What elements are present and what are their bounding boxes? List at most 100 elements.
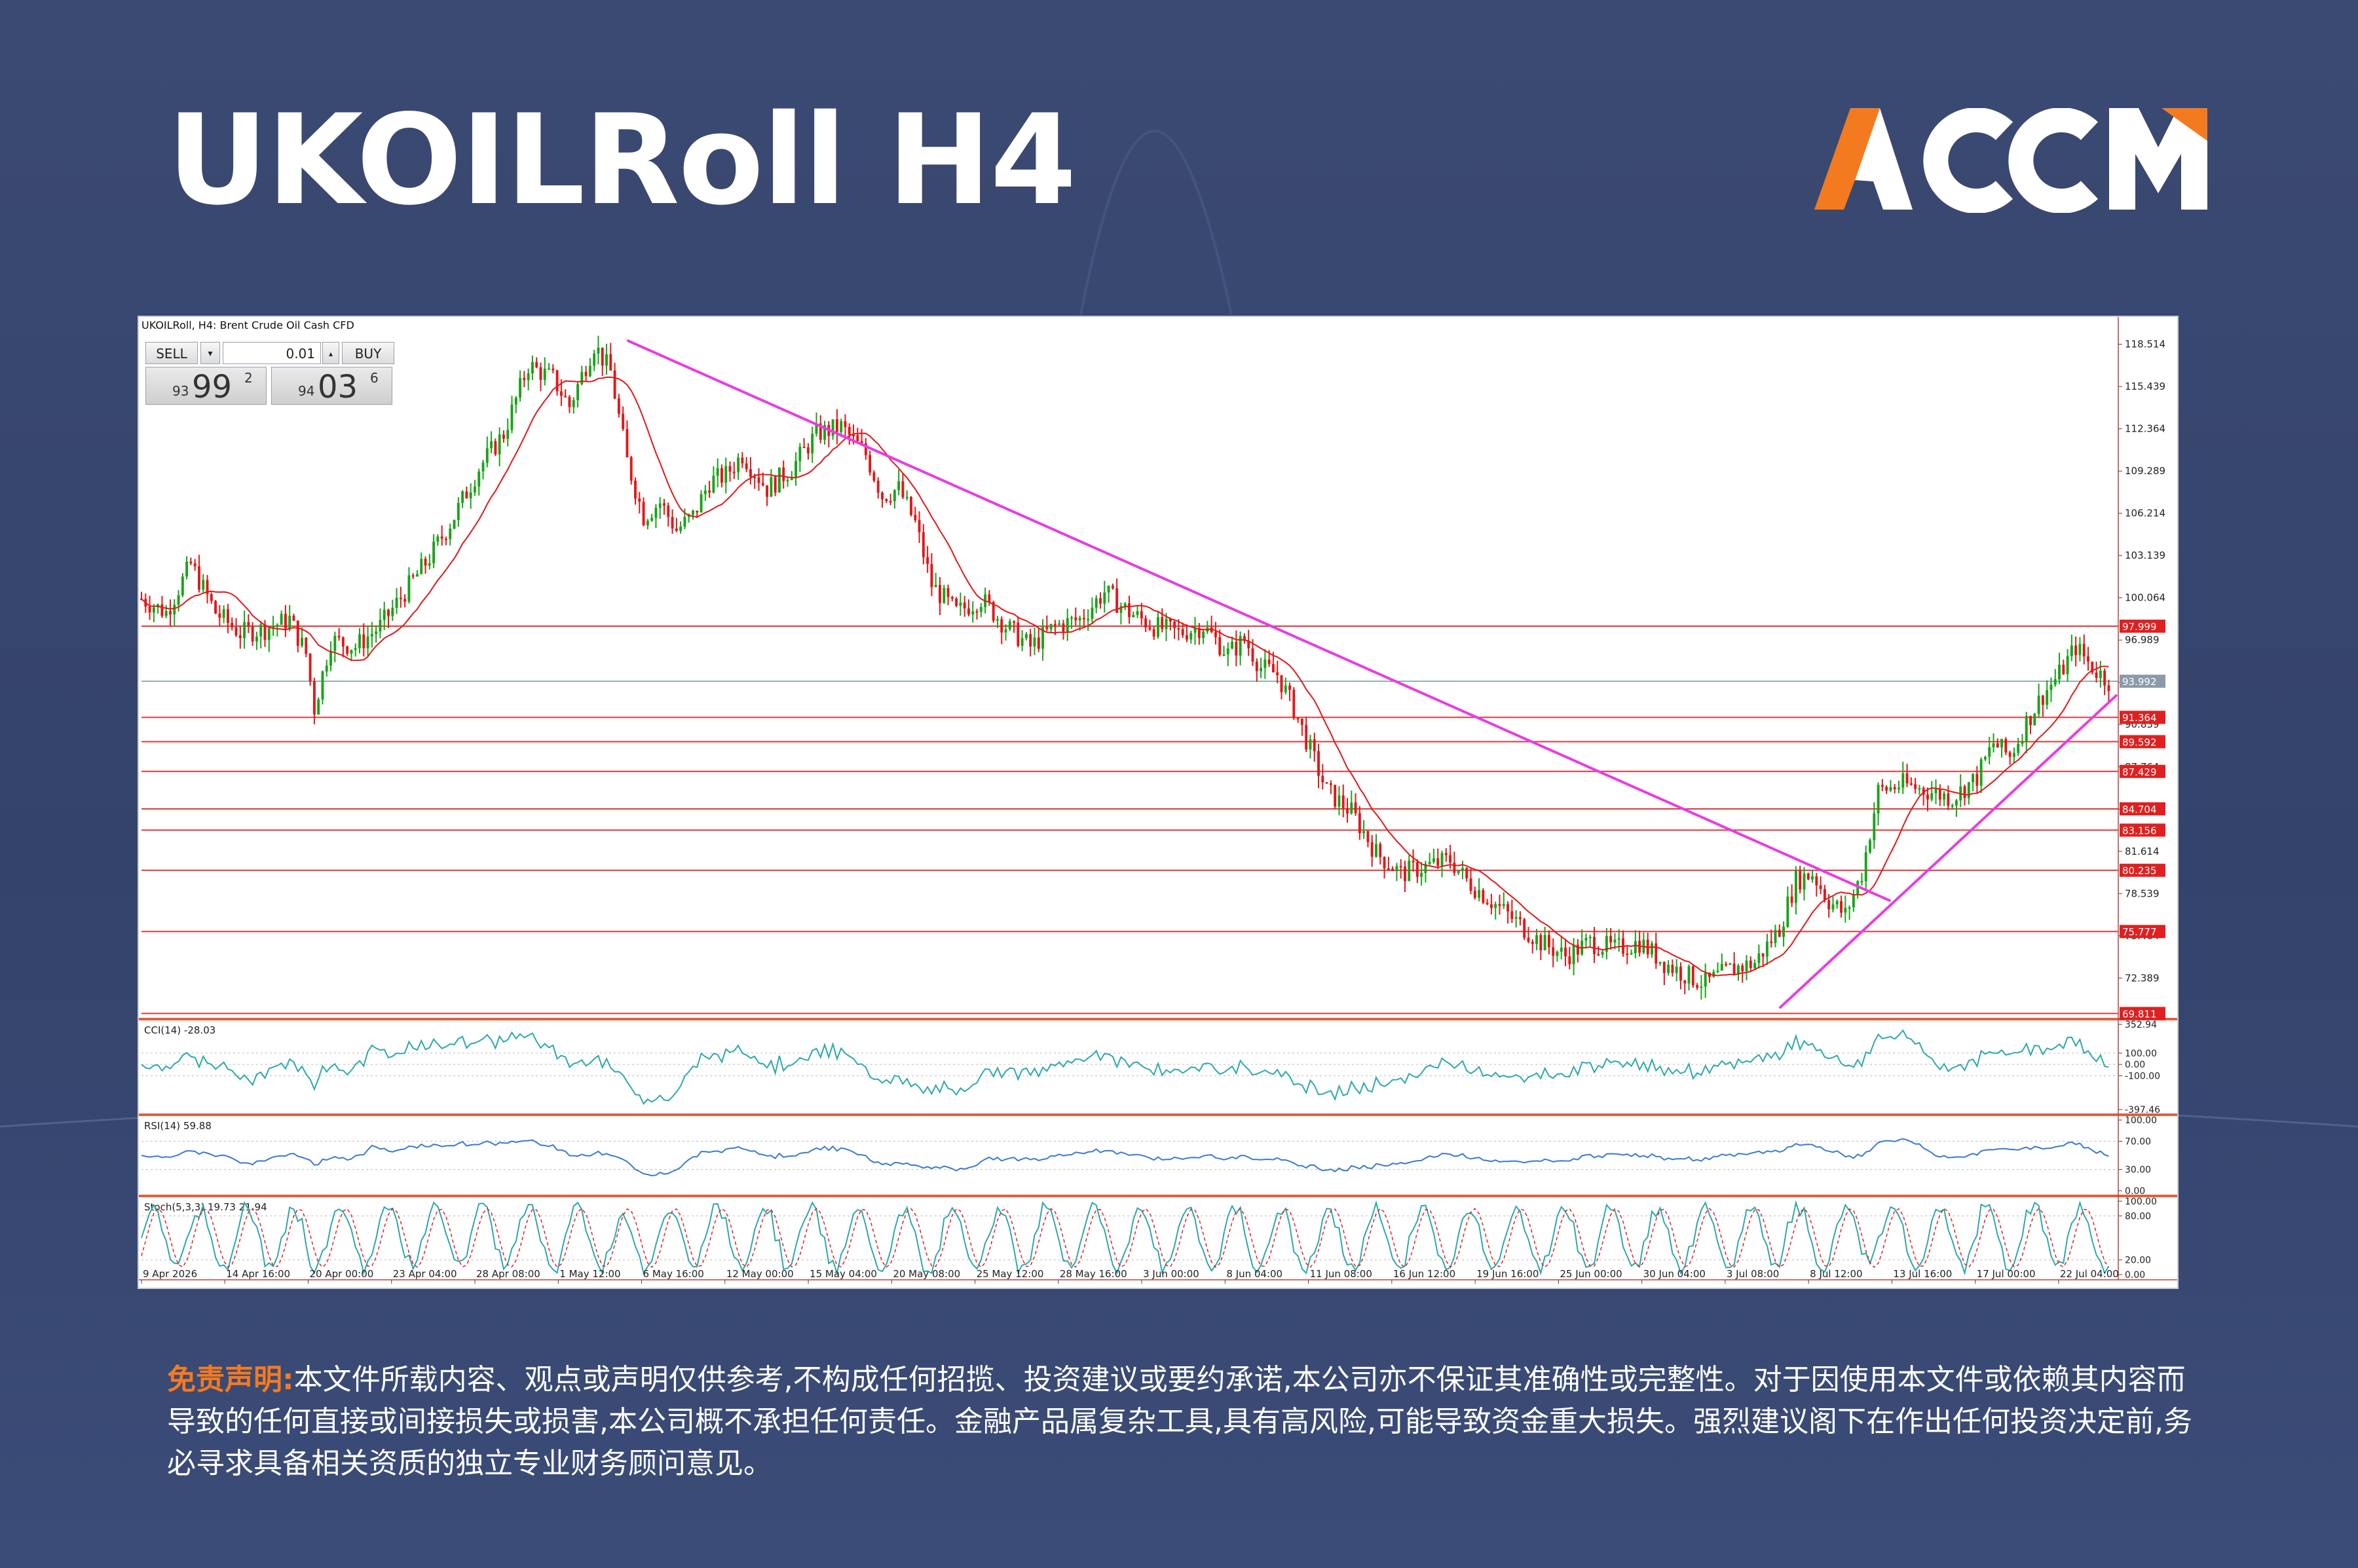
- x-tick-label: 8 Jul 12:00: [1810, 1268, 1862, 1280]
- candle-body: [2074, 645, 2078, 656]
- indicator-title: RSI(14) 59.88: [144, 1120, 212, 1132]
- indicator-tick-label: -100.00: [2125, 1071, 2160, 1081]
- candle-body: [148, 607, 151, 613]
- candle-body: [1576, 944, 1579, 955]
- x-tick-label: 16 Jun 12:00: [1393, 1268, 1455, 1280]
- candle-body: [1037, 637, 1040, 649]
- candle-body: [1782, 926, 1785, 937]
- candle-body: [1975, 774, 1979, 786]
- candle-body: [1626, 953, 1629, 955]
- candle-body: [642, 502, 645, 525]
- candle-body: [411, 575, 415, 577]
- sell-button[interactable]: SELL: [145, 342, 198, 364]
- candle-body: [658, 503, 662, 508]
- x-tick-label: 12 May 00:00: [726, 1268, 794, 1280]
- candle-body: [728, 466, 732, 472]
- candle-body: [650, 517, 654, 521]
- buy-price[interactable]: 94 03 6: [271, 367, 392, 405]
- candle-body: [1815, 876, 1818, 886]
- level-tag: [2120, 711, 2165, 724]
- candle-body: [1066, 618, 1069, 632]
- volume-input[interactable]: 0.01: [223, 342, 321, 364]
- candle-body: [708, 490, 711, 493]
- candle-body: [259, 624, 263, 637]
- candle-body: [1329, 783, 1332, 785]
- y-tick-label: 112.364: [2125, 423, 2165, 435]
- candle-body: [613, 370, 616, 399]
- candle-body: [494, 441, 497, 455]
- x-tick-label: 20 Apr 00:00: [310, 1268, 374, 1280]
- candle-body: [1934, 789, 1937, 794]
- candle-body: [428, 563, 431, 566]
- candle-body: [510, 404, 514, 430]
- disclaimer-lead: 免责声明:: [167, 1363, 294, 1396]
- candle-body: [440, 536, 443, 539]
- candle-body: [457, 502, 460, 520]
- candle-body: [1494, 904, 1497, 908]
- candle-body: [1424, 863, 1427, 873]
- x-tick-label: 25 May 12:00: [977, 1268, 1044, 1280]
- candle-body: [1136, 611, 1139, 615]
- candle-body: [1947, 793, 1950, 806]
- sell-price[interactable]: 93 99 2: [145, 367, 267, 405]
- candle-body: [1276, 672, 1279, 675]
- candle-body: [823, 424, 826, 440]
- level-label: 84.704: [2122, 804, 2157, 815]
- candle-body: [918, 520, 921, 532]
- candle-body: [683, 517, 686, 527]
- candle-body: [1539, 935, 1543, 950]
- candle-body: [424, 559, 427, 566]
- candle-body: [601, 347, 604, 366]
- candle-body: [152, 607, 155, 613]
- disclaimer: 免责声明:本文件所载内容、观点或声明仅供参考,不构成任何招揽、投资建议或要约承诺…: [167, 1359, 2198, 1485]
- candle-body: [1383, 857, 1386, 868]
- candle-body: [379, 620, 382, 632]
- candle-body: [354, 648, 357, 650]
- candle-body: [1716, 970, 1719, 972]
- candle-body: [1008, 621, 1011, 629]
- candle-body: [555, 370, 559, 392]
- candle-body: [1317, 751, 1320, 776]
- indicator-tick-label: 0.00: [2125, 1186, 2145, 1197]
- indicator-tick-label: 80.00: [2125, 1211, 2151, 1222]
- candle-body: [774, 477, 777, 493]
- candle-body: [1898, 787, 1900, 789]
- level-tag: [2120, 863, 2165, 877]
- candle-body: [1885, 787, 1888, 791]
- candle-body: [2062, 664, 2065, 675]
- chart-window[interactable]: 118.514 115.439 112.364 109.289 106.214 103.1…: [138, 316, 2179, 1289]
- candle-body: [1486, 903, 1489, 905]
- candle-body: [309, 654, 312, 682]
- candle-body: [724, 466, 728, 483]
- x-tick-label: 9 Apr 2026: [143, 1268, 197, 1280]
- candle-body: [1243, 636, 1246, 641]
- candle-body: [535, 362, 538, 367]
- candle-body: [2037, 696, 2040, 715]
- candle-body: [1671, 964, 1674, 973]
- x-tick-label: 28 May 16:00: [1060, 1268, 1127, 1280]
- candle-body: [840, 421, 843, 432]
- candle-body: [700, 494, 703, 513]
- candle-body: [1144, 618, 1148, 627]
- candle-body: [1473, 891, 1476, 898]
- sell-price-main: 99: [192, 369, 233, 405]
- level-label: 91.364: [2122, 712, 2157, 724]
- candle-body: [1074, 617, 1077, 621]
- down-trendline: [626, 339, 1892, 903]
- candle-body: [2070, 645, 2073, 656]
- buy-button[interactable]: BUY: [342, 342, 394, 364]
- indicator-tick-label: 352.94: [2125, 1020, 2157, 1030]
- candle-body: [296, 620, 299, 646]
- candle-body: [1634, 941, 1637, 954]
- volume-stepper-icon[interactable]: ▴: [322, 342, 339, 364]
- candle-body: [1584, 937, 1588, 941]
- candle-body: [1267, 659, 1271, 664]
- indicator-title: Stoch(5,3,3) 19.73 21.94: [144, 1201, 267, 1213]
- chart-canvas[interactable]: 118.514 115.439 112.364 109.289 106.214 103.1…: [139, 317, 2177, 1288]
- candle-body: [737, 457, 740, 472]
- candle-body: [238, 635, 242, 639]
- candle-body: [1128, 603, 1131, 618]
- candle-body: [1531, 941, 1534, 944]
- volume-dropdown-icon[interactable]: ▾: [200, 342, 220, 364]
- candle-body: [1087, 618, 1090, 620]
